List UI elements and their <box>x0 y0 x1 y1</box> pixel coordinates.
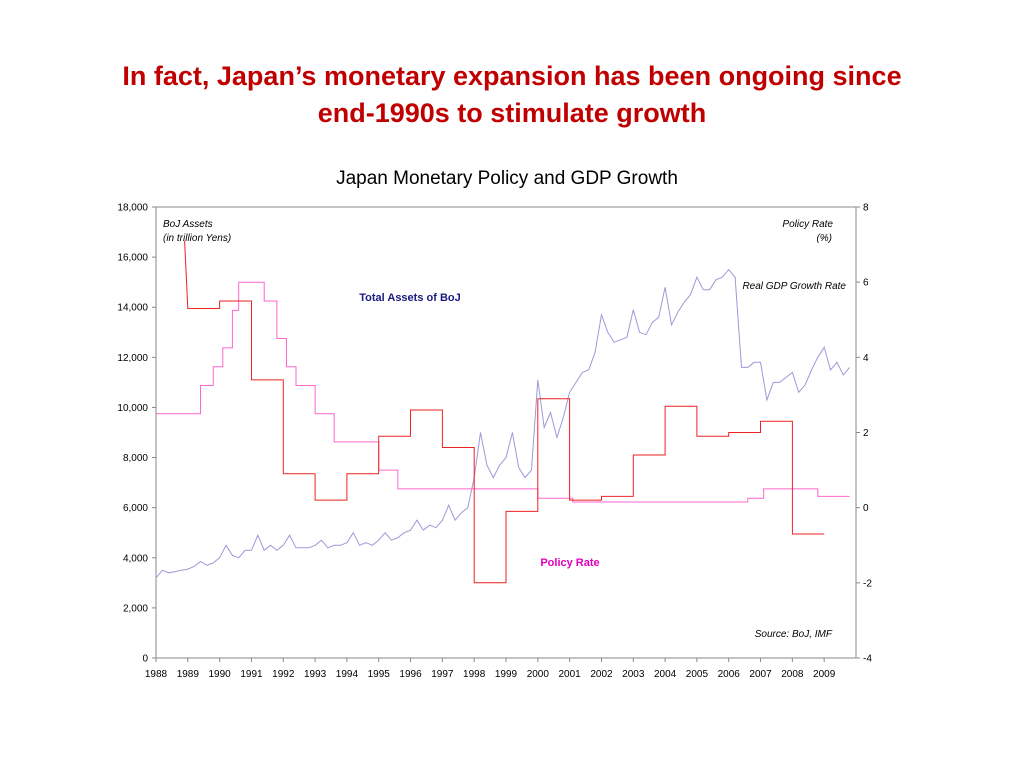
x-tick-label: 2005 <box>686 669 709 680</box>
x-tick-label: 2009 <box>813 669 836 680</box>
slide-title-line-1: In fact, Japan’s monetary expansion has … <box>122 61 902 91</box>
x-tick-label: 2000 <box>527 669 550 680</box>
series-line-gdp-growth <box>184 240 825 584</box>
series-layer <box>155 240 850 584</box>
series-label-gdp-growth: Real GDP Growth Rate <box>742 281 846 292</box>
right-tick-label: 2 <box>863 428 869 439</box>
right-axis-label-line-1: Policy Rate <box>782 219 833 230</box>
source-note: Source: BoJ, IMF <box>755 629 833 640</box>
x-tick-label: 1992 <box>272 669 295 680</box>
right-tick-label: 0 <box>863 503 869 514</box>
x-tick-label: 2007 <box>749 669 772 680</box>
x-tick-label: 2008 <box>781 669 804 680</box>
series-line-policy-rate <box>156 281 850 503</box>
slide-title: In fact, Japan’s monetary expansion has … <box>40 58 984 132</box>
left-tick-label: 18,000 <box>117 203 148 214</box>
x-tick-label: 1995 <box>368 669 391 680</box>
x-tick-label: 1998 <box>463 669 486 680</box>
x-tick-label: 1997 <box>431 669 454 680</box>
left-tick-label: 2,000 <box>123 603 148 614</box>
left-tick-label: 10,000 <box>117 403 148 414</box>
x-tick-label: 1996 <box>399 669 422 680</box>
chart-title: Japan Monetary Policy and GDP Growth <box>336 168 678 189</box>
left-tick-label: 16,000 <box>117 253 148 264</box>
axes-layer: 0 2,000 4,000 6,000 8,000 10,000 12,000 14,000 1… <box>117 203 872 681</box>
labels-layer: BoJ Assets (in trillion Yens) Policy Rat… <box>163 219 846 640</box>
x-tick-label: 1999 <box>495 669 518 680</box>
left-tick-label: 12,000 <box>117 353 148 364</box>
right-tick-label: -2 <box>863 578 872 589</box>
slide-title-line-2: end-1990s to stimulate growth <box>317 98 707 128</box>
series-line-boj-assets <box>155 268 850 579</box>
x-tick-label: 1991 <box>240 669 263 680</box>
left-tick-label: 4,000 <box>123 553 148 564</box>
x-tick-label: 1993 <box>304 669 327 680</box>
right-tick-label: 6 <box>863 278 869 289</box>
series-label-boj-assets: Total Assets of BoJ <box>359 292 460 304</box>
x-tick-label: 2001 <box>559 669 582 680</box>
series-label-policy-rate: Policy Rate <box>540 557 599 569</box>
x-tick-label: 2006 <box>718 669 741 680</box>
x-tick-label: 1988 <box>145 669 168 680</box>
left-axis-label-line-2: (in trillion Yens) <box>163 233 231 244</box>
x-tick-label: 2003 <box>622 669 645 680</box>
right-axis-label-line-2: (%) <box>816 233 832 244</box>
x-tick-label: 1994 <box>336 669 359 680</box>
left-axis-label-line-1: BoJ Assets <box>163 219 213 230</box>
right-tick-label: 4 <box>863 353 869 364</box>
x-tick-label: 2004 <box>654 669 677 680</box>
x-tick-label: 2002 <box>590 669 613 680</box>
left-tick-label: 6,000 <box>123 503 148 514</box>
x-tick-label: 1990 <box>209 669 232 680</box>
x-tick-label: 1989 <box>177 669 200 680</box>
left-tick-label: 14,000 <box>117 303 148 314</box>
right-tick-label: -4 <box>863 654 872 665</box>
left-tick-label: 8,000 <box>123 453 148 464</box>
left-tick-label: 0 <box>142 654 148 665</box>
right-tick-label: 8 <box>863 203 869 214</box>
